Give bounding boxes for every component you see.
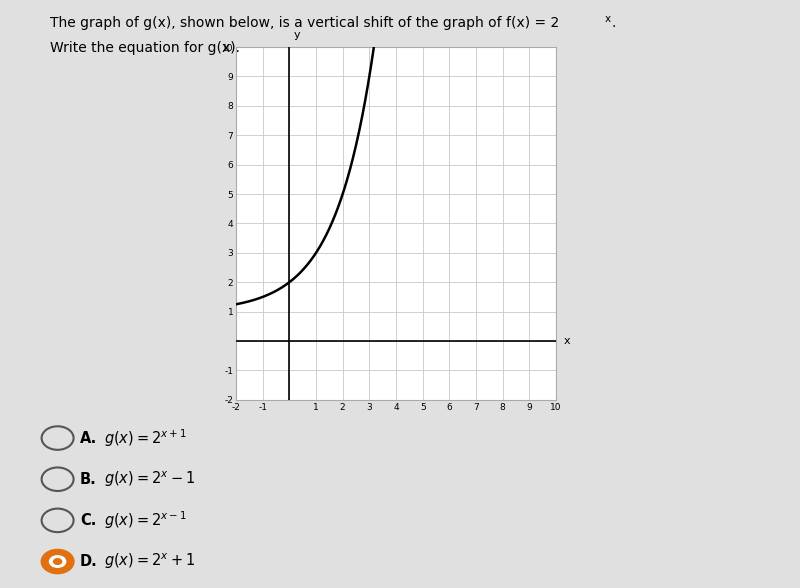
Text: $g(x) = 2^{x+1}$: $g(x) = 2^{x+1}$ — [104, 427, 187, 449]
Text: C.: C. — [80, 513, 96, 528]
Text: y: y — [294, 30, 300, 41]
Text: D.: D. — [80, 554, 98, 569]
Text: A.: A. — [80, 430, 98, 446]
Text: B.: B. — [80, 472, 97, 487]
Text: x: x — [605, 14, 611, 24]
Text: The graph of g(x), shown below, is a vertical shift of the graph of f(x) = 2: The graph of g(x), shown below, is a ver… — [50, 16, 559, 31]
Text: $g(x) = 2^x - 1$: $g(x) = 2^x - 1$ — [104, 469, 195, 489]
Text: .: . — [611, 16, 615, 31]
Text: $g(x) = 2^x + 1$: $g(x) = 2^x + 1$ — [104, 552, 195, 572]
Text: $g(x) = 2^{x-1}$: $g(x) = 2^{x-1}$ — [104, 510, 187, 531]
Text: x: x — [564, 336, 570, 346]
Text: Write the equation for g(x).: Write the equation for g(x). — [50, 41, 240, 55]
